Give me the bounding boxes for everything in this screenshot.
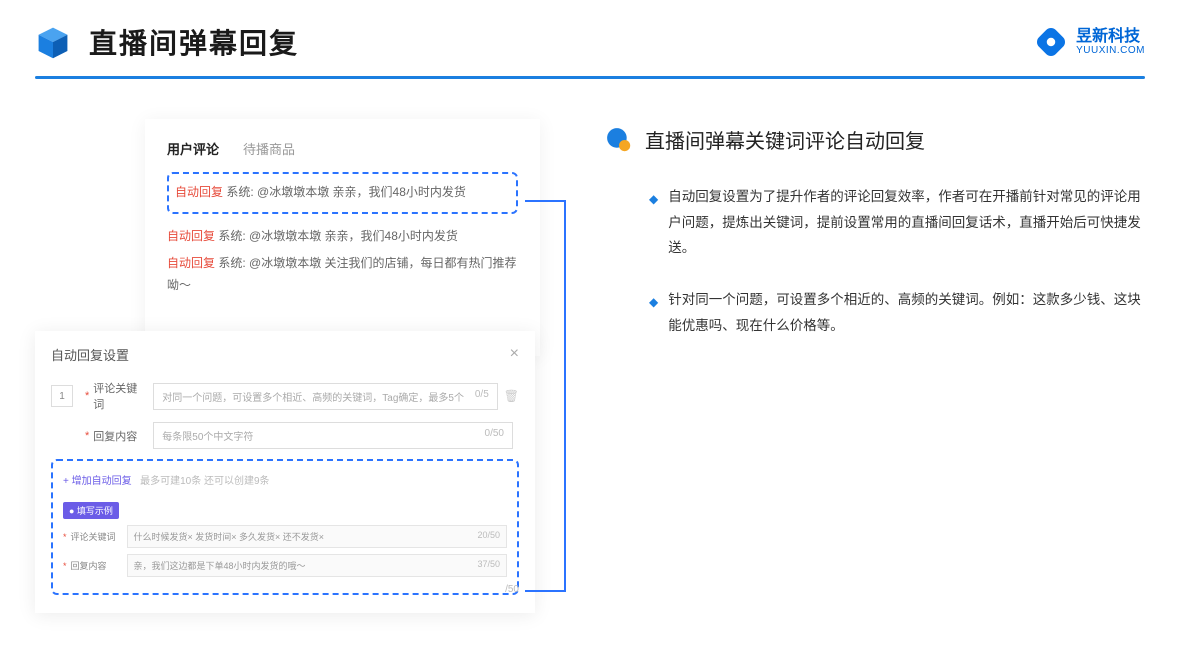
reply-label: 回复内容 <box>93 428 145 444</box>
close-icon[interactable]: × <box>510 345 519 364</box>
list-item: 自动回复 系统: @冰墩墩本墩 亲亲，我们48小时内发货 <box>175 182 510 204</box>
msg-text: 系统: @冰墩墩本墩 亲亲，我们48小时内发货 <box>226 185 466 199</box>
brand-block: 昱新科技 YUUXIN.COM <box>1034 25 1145 59</box>
required-marker: * <box>85 430 89 442</box>
page-title: 直播间弹幕回复 <box>89 22 299 62</box>
right-panel: 直播间弹幕关键词评论自动回复 ◆ 自动回复设置为了提升作者的评论回复效率，作者可… <box>605 119 1145 364</box>
reply-input[interactable]: 每条限50个中文字符0/50 <box>153 422 513 449</box>
example-badge: ● 填写示例 <box>63 502 119 519</box>
example-keyword-row: *评论关键词 什么时候发货× 发货时间× 多久发货× 还不发货× 20/50 <box>63 525 507 548</box>
brand-name: 昱新科技 <box>1076 28 1145 46</box>
page-header: 直播间弹幕回复 昱新科技 YUUXIN.COM <box>0 0 1180 62</box>
comments-card: 用户评论 待播商品 自动回复 系统: @冰墩墩本墩 亲亲，我们48小时内发货 自… <box>145 119 540 356</box>
chat-bubble-icon <box>605 126 633 154</box>
bullet-item: ◆ 自动回复设置为了提升作者的评论回复效率，作者可在开播前针对常见的评论用户问题… <box>649 184 1145 261</box>
form-row-reply: * 回复内容 每条限50个中文字符0/50 <box>51 422 519 449</box>
example-reply-row: *回复内容 亲，我们这边都是下单48小时内发货的哦～ 37/50 <box>63 554 507 577</box>
example-reply-input[interactable]: 亲，我们这边都是下单48小时内发货的哦～ 37/50 <box>127 554 507 577</box>
list-item: 自动回复 系统: @冰墩墩本墩 亲亲，我们48小时内发货 <box>167 226 518 248</box>
example-keyword-input[interactable]: 什么时候发货× 发货时间× 多久发货× 还不发货× 20/50 <box>127 525 507 548</box>
outer-counter: /50 <box>505 584 519 595</box>
required-marker: * <box>85 390 89 402</box>
tab-pending-goods[interactable]: 待播商品 <box>243 139 295 158</box>
highlighted-comment: 自动回复 系统: @冰墩墩本墩 亲亲，我们48小时内发货 <box>167 172 518 214</box>
form-row-keyword: 1 * 评论关键词 对同一个问题，可设置多个相近、高频的关键词，Tag确定，最多… <box>51 380 519 412</box>
diamond-icon: ◆ <box>649 188 658 261</box>
diamond-icon: ◆ <box>649 291 658 338</box>
delete-icon[interactable]: 🗑 <box>504 389 519 403</box>
section-title: 直播间弹幕关键词评论自动回复 <box>645 125 925 154</box>
left-panel: 用户评论 待播商品 自动回复 系统: @冰墩墩本墩 亲亲，我们48小时内发货 自… <box>35 119 575 364</box>
cube-logo-icon <box>35 24 71 60</box>
brand-logo-icon <box>1034 25 1068 59</box>
list-item: 自动回复 系统: @冰墩墩本墩 关注我们的店铺，每日都有热门推荐呦～ <box>167 253 518 296</box>
brand-url: YUUXIN.COM <box>1076 45 1145 56</box>
keyword-label: 评论关键词 <box>93 380 145 412</box>
tabs: 用户评论 待播商品 <box>167 139 518 158</box>
bullet-item: ◆ 针对同一个问题，可设置多个相近的、高频的关键词。例如：这款多少钱、这块能优惠… <box>649 287 1145 338</box>
settings-modal: 自动回复设置 × 1 * 评论关键词 对同一个问题，可设置多个相近、高频的关键词… <box>35 331 535 613</box>
tab-user-comments[interactable]: 用户评论 <box>167 139 219 158</box>
row-index: 1 <box>51 385 73 407</box>
add-reply-button[interactable]: + 增加自动回复 <box>63 472 132 487</box>
example-block: + 增加自动回复 最多可建10条 还可以创建9条 ● 填写示例 *评论关键词 什… <box>51 459 519 595</box>
keyword-input[interactable]: 对同一个问题，可设置多个相近、高频的关键词，Tag确定，最多5个0/5 <box>153 383 497 410</box>
modal-title: 自动回复设置 <box>51 345 129 364</box>
add-hint: 最多可建10条 还可以创建9条 <box>140 476 269 487</box>
